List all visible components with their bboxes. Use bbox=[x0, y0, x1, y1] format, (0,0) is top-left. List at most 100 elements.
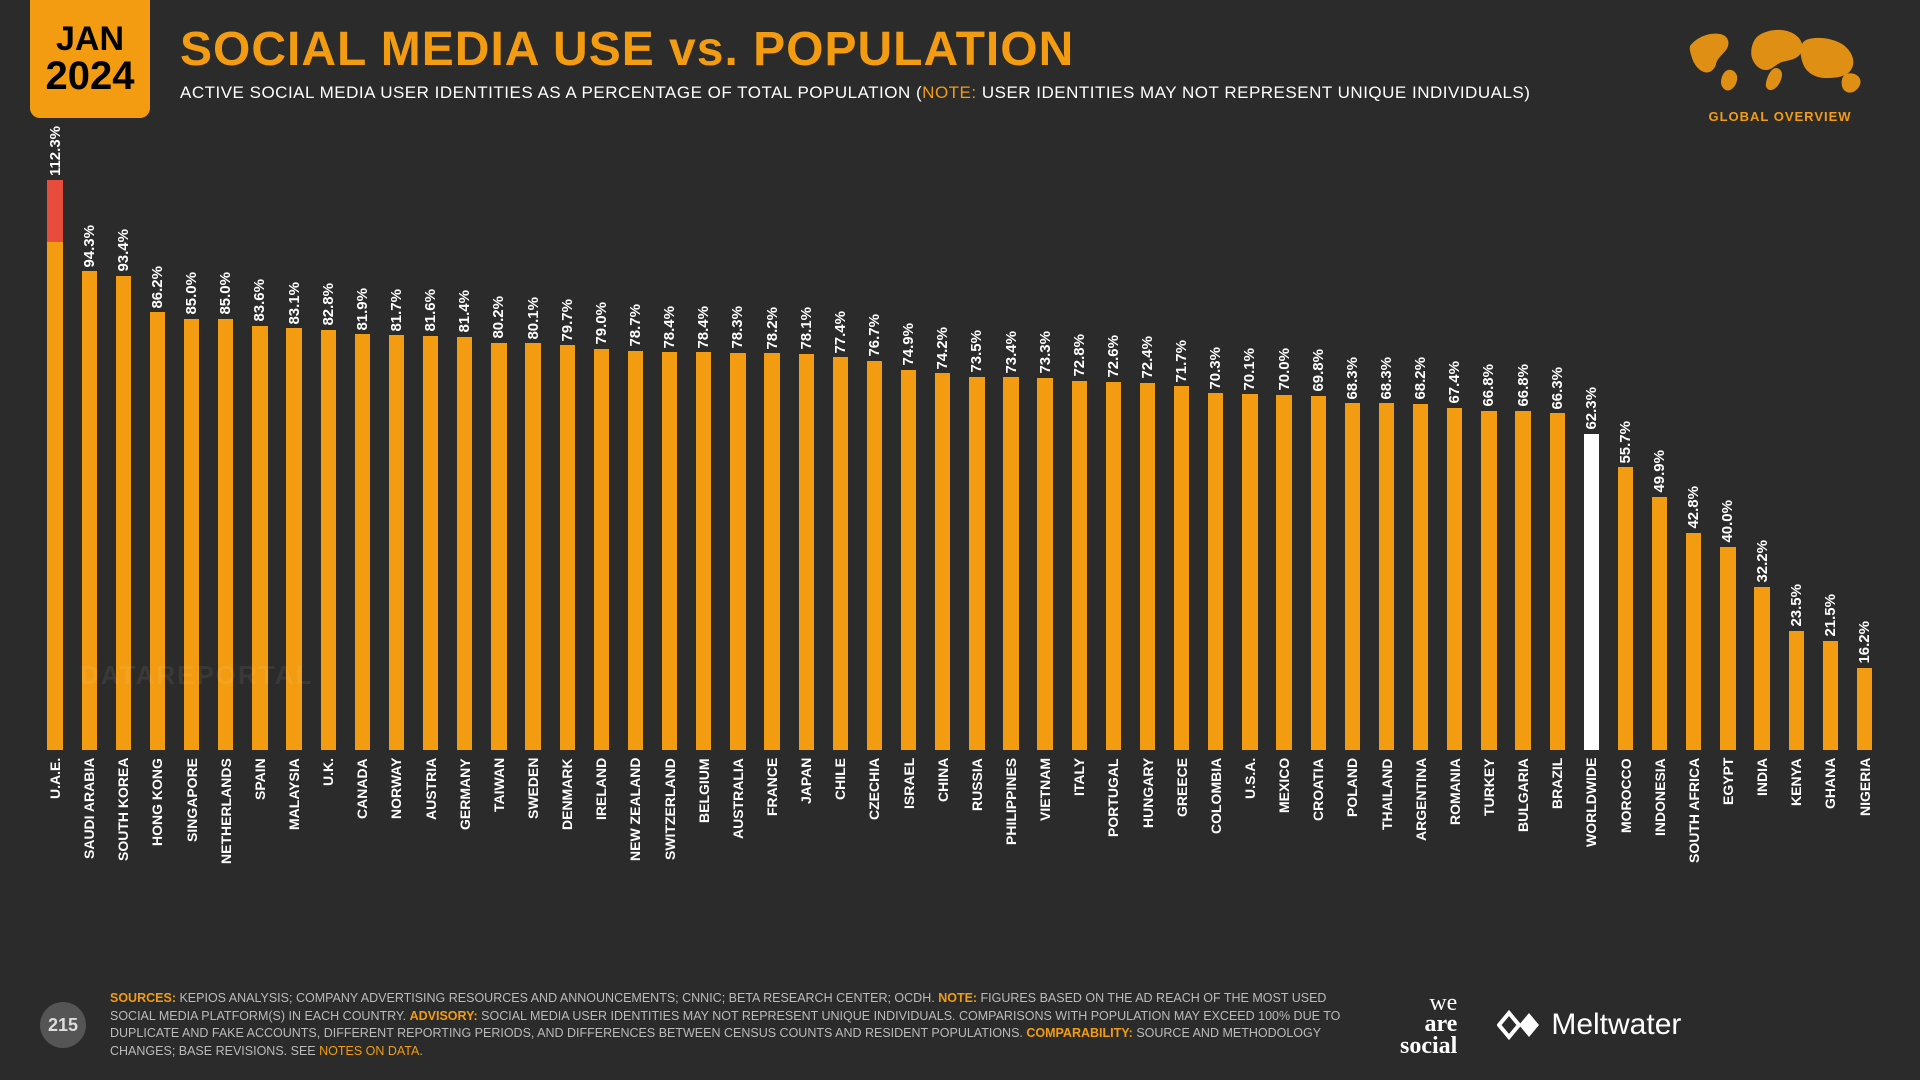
bar-fill bbox=[1515, 411, 1530, 750]
page-number-badge: 215 bbox=[40, 1002, 86, 1048]
bar bbox=[1618, 467, 1633, 750]
bar-fill bbox=[867, 361, 882, 750]
bar-fill bbox=[833, 357, 848, 750]
bar-fill bbox=[730, 353, 745, 750]
footer: 215 SOURCES: KEPIOS ANALYSIS; COMPANY AD… bbox=[0, 970, 1920, 1080]
bar-stack: 49.9% bbox=[1651, 180, 1668, 750]
bar-fill bbox=[1550, 413, 1565, 750]
bar-fill bbox=[1311, 396, 1326, 750]
notes-on-data-link[interactable]: NOTES ON DATA bbox=[319, 1044, 419, 1058]
country-label: NETHERLANDS bbox=[218, 758, 234, 888]
bar-fill bbox=[491, 343, 506, 750]
bar bbox=[1242, 394, 1257, 750]
bar-value-label: 21.5% bbox=[1822, 594, 1839, 637]
bar-value-label: 85.0% bbox=[217, 272, 234, 315]
bar-col: 78.3%AUSTRALIA bbox=[723, 180, 753, 900]
subtitle-note-label: NOTE: bbox=[922, 83, 976, 102]
bar-value-label: 80.2% bbox=[490, 296, 507, 339]
bar-col: 79.0%IRELAND bbox=[586, 180, 616, 900]
bar-value-label: 85.0% bbox=[183, 272, 200, 315]
country-label: THAILAND bbox=[1379, 758, 1395, 888]
country-label: GREECE bbox=[1174, 758, 1190, 888]
bar-value-label: 112.3% bbox=[47, 126, 64, 176]
bar-col: 78.4%SWITZERLAND bbox=[655, 180, 685, 900]
bar bbox=[1106, 382, 1121, 750]
bar-value-label: 81.4% bbox=[456, 290, 473, 333]
bar-stack: 68.2% bbox=[1412, 180, 1429, 750]
bar-fill bbox=[1652, 497, 1667, 750]
country-label: JAPAN bbox=[798, 758, 814, 888]
bar-value-label: 40.0% bbox=[1719, 500, 1736, 543]
page: JAN 2024 SOCIAL MEDIA USE vs. POPULATION… bbox=[0, 0, 1920, 1080]
bar-fill bbox=[799, 354, 814, 750]
bar-stack: 76.7% bbox=[866, 180, 883, 750]
country-label: INDIA bbox=[1754, 758, 1770, 888]
footer-period: . bbox=[419, 1044, 422, 1058]
bar-col: 74.2%CHINA bbox=[928, 180, 958, 900]
bar bbox=[1823, 641, 1838, 750]
bar-col: 21.5%GHANA bbox=[1815, 180, 1845, 900]
bar bbox=[1857, 668, 1872, 750]
bar-value-label: 72.6% bbox=[1105, 335, 1122, 378]
bar-stack: 81.9% bbox=[354, 180, 371, 750]
bar-fill bbox=[1686, 533, 1701, 750]
bar bbox=[1037, 378, 1052, 750]
page-subtitle: ACTIVE SOCIAL MEDIA USER IDENTITIES AS A… bbox=[180, 83, 1530, 103]
bar-value-label: 77.4% bbox=[832, 311, 849, 354]
bar-fill bbox=[560, 345, 575, 750]
bar-fill bbox=[1447, 408, 1462, 750]
bar-stack: 23.5% bbox=[1788, 180, 1805, 750]
bar-fill bbox=[662, 352, 677, 750]
bar-stack: 80.1% bbox=[525, 180, 542, 750]
bar bbox=[1072, 381, 1087, 751]
bar-value-label: 73.3% bbox=[1037, 331, 1054, 374]
bar-stack: 68.3% bbox=[1378, 180, 1395, 750]
bar-value-label: 68.3% bbox=[1344, 357, 1361, 400]
bar-col: 76.7%CZECHIA bbox=[859, 180, 889, 900]
bar bbox=[1720, 547, 1735, 750]
bar bbox=[799, 354, 814, 750]
bar bbox=[1447, 408, 1462, 750]
bar-fill bbox=[1208, 393, 1223, 750]
comparability-label: COMPARABILITY: bbox=[1026, 1026, 1132, 1040]
bar-col: 86.2%HONG KONG bbox=[142, 180, 172, 900]
bar-col: 78.2%FRANCE bbox=[757, 180, 787, 900]
world-map-icon bbox=[1680, 18, 1880, 100]
bar bbox=[901, 370, 916, 750]
bar-fill bbox=[1789, 631, 1804, 750]
bar bbox=[833, 357, 848, 750]
bar-stack: 82.8% bbox=[320, 180, 337, 750]
bar bbox=[1379, 403, 1394, 750]
bar-fill bbox=[1106, 382, 1121, 750]
bar-col: 81.6%AUSTRIA bbox=[416, 180, 446, 900]
bar-stack: 77.4% bbox=[832, 180, 849, 750]
bar-stack: 78.2% bbox=[764, 180, 781, 750]
bar-col: 66.8%BULGARIA bbox=[1508, 180, 1538, 900]
country-label: POLAND bbox=[1344, 758, 1360, 888]
bar-stack: 81.7% bbox=[388, 180, 405, 750]
bar-value-label: 81.9% bbox=[354, 288, 371, 331]
bar-stack: 62.3% bbox=[1583, 180, 1600, 750]
world-map-block: GLOBAL OVERVIEW bbox=[1680, 18, 1880, 124]
bar-value-label: 76.7% bbox=[866, 314, 883, 357]
bar bbox=[1789, 631, 1804, 750]
bar-value-label: 74.2% bbox=[934, 327, 951, 370]
bar-stack: 79.0% bbox=[593, 180, 610, 750]
bar-value-label: 78.3% bbox=[729, 306, 746, 349]
bar-col: 80.2%TAIWAN bbox=[484, 180, 514, 900]
country-label: INDONESIA bbox=[1652, 758, 1668, 888]
bar-stack: 55.7% bbox=[1617, 180, 1634, 750]
bar bbox=[594, 349, 609, 750]
bar-col: 73.4%PHILIPPINES bbox=[996, 180, 1026, 900]
bar-col: 23.5%KENYA bbox=[1781, 180, 1811, 900]
bar-col: 67.4%ROMANIA bbox=[1440, 180, 1470, 900]
bar-value-label: 72.8% bbox=[1071, 334, 1088, 377]
bar-fill bbox=[1276, 395, 1291, 750]
bar-value-label: 83.1% bbox=[286, 282, 303, 325]
bar-fill bbox=[1857, 668, 1872, 750]
country-label: ISRAEL bbox=[901, 758, 917, 888]
bar-fill bbox=[1345, 403, 1360, 750]
bar-value-label: 66.3% bbox=[1549, 367, 1566, 410]
bar-col: 112.3%U.A.E. bbox=[40, 180, 70, 900]
bar-value-label: 72.4% bbox=[1139, 336, 1156, 379]
